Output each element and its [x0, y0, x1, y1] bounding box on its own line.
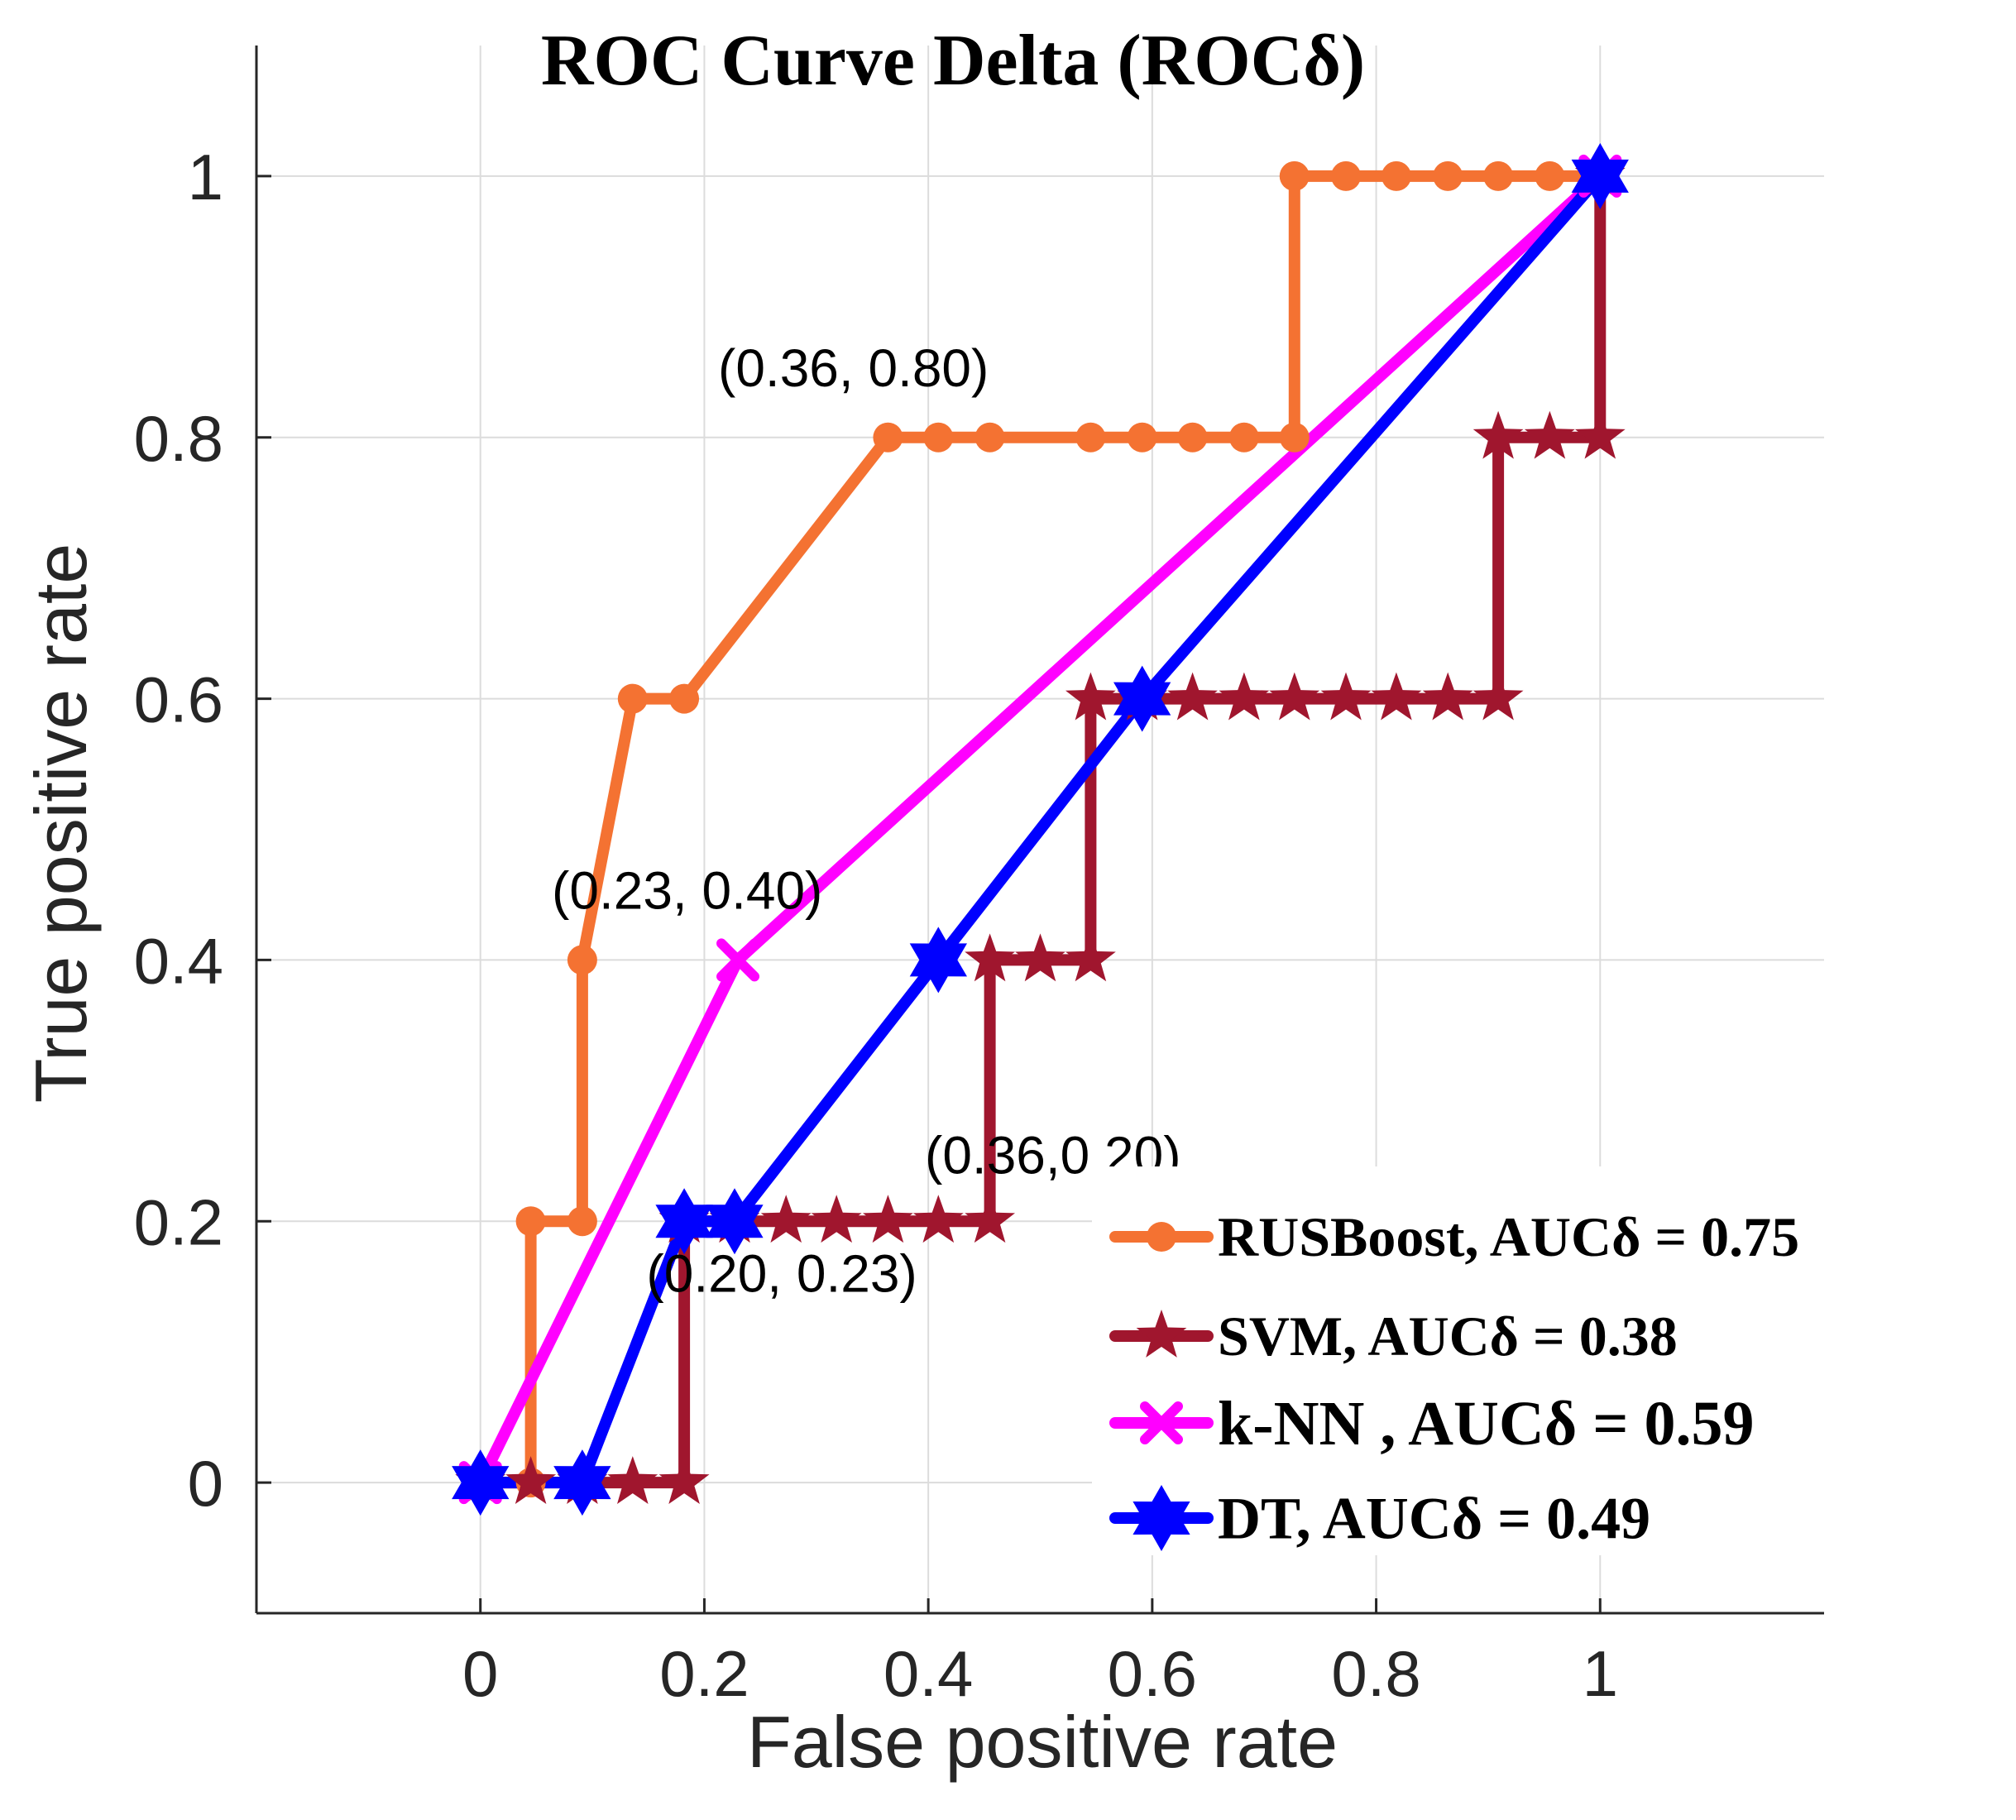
- rusboost-point: [1228, 422, 1259, 453]
- rusboost-point: [617, 683, 648, 714]
- knn-legend-marker: [1140, 1401, 1183, 1444]
- data-point-annotation: (0.36, 0.80): [718, 338, 989, 398]
- series-markers: [452, 142, 1629, 1516]
- svm-point: [1472, 410, 1524, 459]
- svm-point: [1015, 933, 1065, 982]
- svm-point: [505, 1456, 557, 1504]
- rusboost-point: [669, 683, 700, 714]
- rusboost-point: [1127, 422, 1157, 453]
- x-tick-label: 1: [1583, 1637, 1618, 1710]
- annotations: (0.36, 0.80)(0.23, 0.40)(0.36,0.20)(0.20…: [552, 338, 1180, 1304]
- knn-point: [716, 938, 760, 982]
- svm-point: [1574, 410, 1626, 459]
- svm-point: [1422, 672, 1473, 721]
- svm-point: [1219, 672, 1270, 721]
- x-tick-label: 0: [462, 1637, 498, 1710]
- marker-stroke: [716, 938, 760, 982]
- y-tick-label: 0: [188, 1447, 223, 1520]
- rusboost-legend-marker: [1147, 1222, 1176, 1252]
- legend: RUSBoost, AUCδ = 0.75 SVM, AUCδ = 0.38 k-N…: [1092, 1166, 2010, 1555]
- svm-line: [474, 170, 1607, 1489]
- axes: 0 0.2 0.4 0.6 0.8 1 0 0.2 0.4 0.6 0.8 1: [134, 46, 1824, 1710]
- data-point-annotation: (0.23, 0.40): [552, 860, 822, 920]
- svm-point: [760, 1195, 812, 1243]
- x-tick-label: 0.8: [1331, 1637, 1420, 1710]
- svm-point: [1524, 410, 1575, 459]
- rusboost-point: [515, 1206, 546, 1237]
- svm-point: [1065, 672, 1116, 721]
- data-point-annotation: (0.20, 0.23): [646, 1243, 917, 1303]
- rusboost-point: [1279, 422, 1310, 453]
- svm-point: [1320, 672, 1372, 721]
- chart-title: ROC Curve Delta (ROCδ): [541, 21, 1365, 101]
- svm-point: [1472, 672, 1524, 721]
- x-tick-label: 0.4: [883, 1637, 973, 1710]
- y-tick-label: 0.4: [134, 924, 223, 997]
- x-axis-title: False positive rate: [747, 1701, 1338, 1783]
- dt-point: [909, 927, 967, 994]
- rusboost-legend-label: RUSBoost, AUCδ = 0.75: [1218, 1205, 1799, 1268]
- rusboost-point: [1381, 160, 1411, 191]
- svm-point: [811, 1195, 862, 1243]
- rusboost-point: [567, 1206, 597, 1237]
- svm-point: [1167, 672, 1218, 721]
- dt-point: [553, 1449, 611, 1516]
- dt-point: [1571, 142, 1629, 209]
- y-tick-label: 1: [188, 141, 223, 213]
- rusboost-point: [974, 422, 1005, 453]
- dt-legend-label: DT, AUCδ = 0.49: [1218, 1485, 1650, 1551]
- legend-background: [1092, 1166, 2010, 1555]
- svm-point: [965, 933, 1015, 982]
- rusboost-point: [1535, 160, 1565, 191]
- x-tick-label: 0.6: [1108, 1637, 1197, 1710]
- y-tick-label: 0.8: [134, 402, 223, 475]
- svm-point: [863, 1195, 913, 1243]
- rusboost-point: [873, 422, 903, 453]
- y-axis-title: True positive rate: [20, 544, 102, 1104]
- dt-point: [655, 1188, 713, 1255]
- rusboost-point: [1483, 160, 1514, 191]
- svm-point: [912, 1195, 964, 1243]
- rusboost-point: [1177, 422, 1208, 453]
- y-tick-label: 0.6: [134, 663, 223, 736]
- marker-stroke: [1140, 1401, 1183, 1444]
- rusboost-point: [567, 945, 597, 975]
- dt-point: [1113, 665, 1171, 732]
- rusboost-point: [923, 422, 954, 453]
- dt-legend-marker: [1133, 1485, 1190, 1551]
- knn-legend-label: k-NN , AUCδ = 0.59: [1218, 1389, 1755, 1458]
- svm-point: [607, 1456, 658, 1504]
- dt-point: [452, 1449, 510, 1516]
- dt-point: [706, 1188, 764, 1255]
- rusboost-point: [1331, 160, 1362, 191]
- svm-point: [658, 1456, 710, 1504]
- y-tick-label: 0.2: [134, 1185, 223, 1258]
- svm-point: [1269, 672, 1320, 721]
- svm-legend-marker: [1136, 1310, 1187, 1358]
- svm-point: [1371, 672, 1422, 721]
- svm-point: [965, 1195, 1015, 1243]
- rusboost-line: [474, 170, 1607, 1489]
- svm-point: [1065, 933, 1116, 982]
- svm-legend-label: SVM, AUCδ = 0.38: [1218, 1305, 1678, 1367]
- rusboost-point: [1279, 160, 1310, 191]
- rusboost-point: [1075, 422, 1106, 453]
- rusboost-point: [1433, 160, 1463, 191]
- x-tick-label: 0.2: [659, 1637, 749, 1710]
